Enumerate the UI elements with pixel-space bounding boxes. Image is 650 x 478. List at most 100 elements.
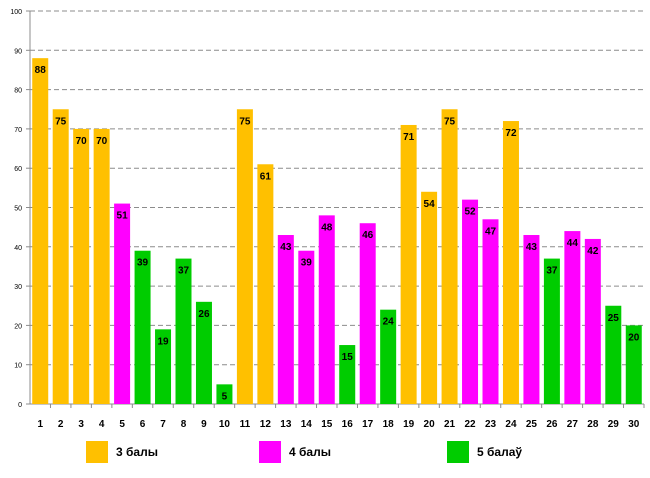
data-label-17: 46: [362, 230, 374, 241]
bar-5: [114, 203, 131, 404]
x-tick-label-6: 6: [140, 419, 146, 430]
data-label-22: 52: [464, 207, 476, 218]
data-label-5: 51: [117, 211, 129, 222]
bar-26: [543, 258, 560, 404]
data-label-25: 43: [526, 242, 538, 253]
x-tick-label-30: 30: [628, 419, 640, 430]
bar-1: [32, 58, 49, 404]
bar-14: [298, 250, 315, 404]
legend-swatch-4: [259, 441, 281, 463]
data-label-29: 25: [608, 313, 620, 324]
bar-27: [564, 231, 581, 404]
data-label-24: 72: [505, 128, 517, 139]
bar-11: [236, 109, 253, 404]
bar-24: [502, 121, 519, 404]
x-tick-label-7: 7: [160, 419, 166, 430]
bar-23: [482, 219, 499, 404]
x-tick-label-14: 14: [301, 419, 313, 430]
data-label-8: 37: [178, 266, 190, 277]
data-label-10: 5: [222, 391, 228, 402]
y-tick-label-10: 10: [14, 363, 22, 370]
data-label-15: 48: [321, 222, 333, 233]
data-label-28: 42: [587, 246, 599, 257]
data-label-19: 71: [403, 132, 415, 143]
x-tick-label-1: 1: [37, 419, 43, 430]
x-tick-label-20: 20: [424, 419, 436, 430]
data-label-12: 61: [260, 171, 272, 182]
y-tick-label-50: 50: [14, 206, 22, 213]
x-tick-label-12: 12: [260, 419, 272, 430]
bar-16: [339, 345, 356, 404]
data-label-16: 15: [342, 352, 354, 363]
bar-25: [523, 235, 540, 404]
bar-2: [52, 109, 69, 404]
bar-17: [359, 223, 376, 404]
y-tick-label-90: 90: [14, 48, 22, 55]
data-label-30: 20: [628, 332, 640, 343]
data-label-14: 39: [301, 258, 313, 269]
legend-item-3: 3 балы: [86, 440, 158, 464]
x-tick-label-25: 25: [526, 419, 538, 430]
x-tick-label-13: 13: [280, 419, 292, 430]
y-tick-label-80: 80: [14, 88, 22, 95]
y-tick-label-0: 0: [18, 402, 22, 409]
bar-10: [216, 384, 233, 404]
x-tick-label-27: 27: [567, 419, 579, 430]
bar-3: [73, 128, 90, 404]
x-tick-label-5: 5: [119, 419, 125, 430]
x-tick-label-23: 23: [485, 419, 497, 430]
bar-19: [400, 124, 417, 404]
x-tick-label-24: 24: [505, 419, 517, 430]
bar-18: [380, 309, 397, 404]
bar-4: [93, 128, 110, 404]
legend-label-3: 3 балы: [116, 445, 158, 459]
x-tick-label-21: 21: [444, 419, 456, 430]
bar-21: [441, 109, 458, 404]
data-label-1: 88: [35, 65, 47, 76]
data-label-26: 37: [546, 266, 558, 277]
bar-7: [155, 329, 172, 404]
x-tick-label-4: 4: [99, 419, 105, 430]
x-tick-label-9: 9: [201, 419, 207, 430]
bar-20: [421, 191, 438, 404]
y-tick-label-40: 40: [14, 245, 22, 252]
legend-item-4: 4 балы: [259, 440, 331, 464]
legend-item-5: 5 балаў: [447, 440, 522, 464]
y-tick-label-30: 30: [14, 284, 22, 291]
bar-29: [605, 305, 622, 404]
legend-swatch-5: [447, 441, 469, 463]
y-tick-label-60: 60: [14, 166, 22, 173]
x-tick-label-8: 8: [181, 419, 187, 430]
y-tick-label-20: 20: [14, 323, 22, 330]
x-tick-label-11: 11: [240, 419, 251, 430]
x-tick-label-10: 10: [219, 419, 231, 430]
bar-30: [625, 325, 642, 404]
y-tick-label-100: 100: [10, 9, 22, 16]
x-tick-label-29: 29: [608, 419, 620, 430]
data-label-18: 24: [383, 317, 395, 328]
x-tick-label-3: 3: [78, 419, 84, 430]
data-label-7: 19: [157, 336, 169, 347]
x-tick-label-15: 15: [321, 419, 333, 430]
data-label-6: 39: [137, 258, 149, 269]
x-tick-label-26: 26: [546, 419, 558, 430]
x-tick-label-22: 22: [464, 419, 476, 430]
data-label-11: 75: [239, 116, 251, 127]
bar-22: [462, 199, 479, 404]
data-label-13: 43: [280, 242, 292, 253]
x-tick-label-28: 28: [587, 419, 599, 430]
data-label-20: 54: [424, 199, 436, 210]
y-tick-label-70: 70: [14, 127, 22, 134]
bar-28: [584, 238, 601, 404]
bar-12: [257, 164, 274, 404]
data-label-3: 70: [76, 136, 88, 147]
x-tick-label-17: 17: [362, 419, 374, 430]
bar-6: [134, 250, 151, 404]
x-tick-label-2: 2: [58, 419, 64, 430]
data-label-23: 47: [485, 226, 497, 237]
legend-label-5: 5 балаў: [477, 445, 523, 459]
bar-8: [175, 258, 192, 404]
data-label-27: 44: [567, 238, 579, 249]
data-label-2: 75: [55, 116, 67, 127]
